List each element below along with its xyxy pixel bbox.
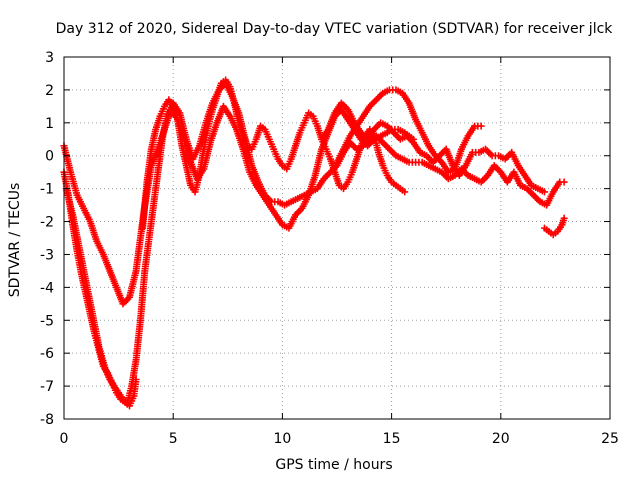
x-tick-label: 20 xyxy=(492,431,510,447)
series-track-1 xyxy=(60,102,417,308)
x-tick-label: 5 xyxy=(169,431,178,447)
y-tick-label: -1 xyxy=(40,182,54,198)
data-point xyxy=(477,122,485,130)
y-tick-label: -7 xyxy=(40,379,54,395)
series-track-6 xyxy=(318,99,548,196)
x-tick-label: 25 xyxy=(601,431,619,447)
y-tick-label: -8 xyxy=(40,412,54,428)
y-tick-label: 3 xyxy=(45,50,54,66)
y-tick-label: 0 xyxy=(45,149,54,165)
data-point xyxy=(132,376,140,384)
data-point xyxy=(540,188,548,196)
x-tick-label: 15 xyxy=(383,431,401,447)
x-tick-label: 0 xyxy=(60,431,69,447)
y-tick-label: 1 xyxy=(45,116,54,132)
plot-frame xyxy=(63,56,611,420)
y-axis-label: SDTVAR / TECUs xyxy=(7,183,23,298)
x-axis-label: GPS time / hours xyxy=(275,457,392,473)
data-point xyxy=(401,188,409,196)
y-tick-label: -4 xyxy=(40,280,54,296)
data-points xyxy=(60,76,568,410)
series-track-4 xyxy=(139,76,409,232)
data-point xyxy=(560,178,568,186)
series-track-7 xyxy=(540,214,568,239)
data-point xyxy=(560,214,568,222)
grid-lines xyxy=(64,57,610,419)
x-tick-label: 10 xyxy=(273,431,291,447)
y-tick-label: -3 xyxy=(40,247,54,263)
y-tick-label: 2 xyxy=(45,83,54,99)
axis-ticks: 0 5 10 15 20 25 -8 -7 -6 -5 -4 -3 -2 -1 0 1 2 3 xyxy=(40,50,619,447)
y-tick-label: -5 xyxy=(40,313,54,329)
y-tick-label: -6 xyxy=(40,346,54,362)
y-tick-label: -2 xyxy=(40,215,54,231)
series-track-5 xyxy=(333,86,485,176)
chart-title: Day 312 of 2020, Sidereal Day-to-day VTE… xyxy=(56,21,614,37)
